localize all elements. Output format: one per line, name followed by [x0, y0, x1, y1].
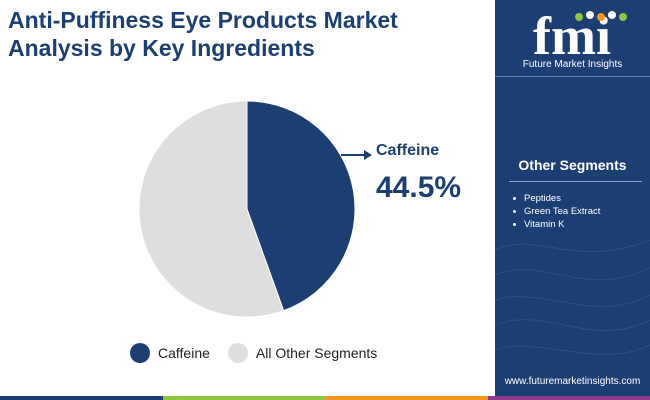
- title-line-1: Anti-Puffiness Eye Products Market: [8, 7, 398, 33]
- bottom-bar-segment: [0, 396, 163, 400]
- callout-arrow: [341, 150, 372, 160]
- pie-slice-caffeine: [246, 100, 356, 312]
- other-segment-item: Vitamin K: [513, 218, 600, 231]
- pie-chart: [138, 100, 372, 318]
- bottom-bar-segment: [162, 396, 325, 400]
- logo-divider: [495, 76, 650, 77]
- callout-value: 44.5%: [376, 171, 462, 204]
- legend-label-all-other-segments: All Other Segments: [255, 345, 378, 361]
- logo-icons: [575, 11, 627, 21]
- legend-swatch-all-other-segments: [227, 343, 248, 363]
- pie-slices: [138, 100, 356, 318]
- other-segment-label: Green Tea Extract: [524, 206, 601, 217]
- legend-label-caffeine: Caffeine: [158, 345, 210, 361]
- legend-item-all-other-segments: All Other Segments: [227, 343, 378, 363]
- other-segment-item: Peptides: [513, 192, 600, 205]
- pie-slice-all-other-segments: [138, 100, 285, 318]
- other-segments-divider: [509, 181, 642, 182]
- other-segments-heading: Other Segments: [518, 157, 627, 173]
- bottom-bar-segment: [325, 396, 488, 400]
- bottom-color-bar: [0, 396, 650, 400]
- bottom-bar-segment: [487, 396, 650, 400]
- legend-item-caffeine: Caffeine: [130, 343, 210, 363]
- title-line-2: Analysis by Key Ingredients: [8, 35, 315, 61]
- background-wave-pattern: [495, 239, 650, 355]
- legend: Caffeine All Other Segments: [130, 343, 395, 363]
- website-url[interactable]: www.futuremarketinsights.com: [504, 376, 641, 387]
- other-segment-item: Green Tea Extract: [513, 205, 600, 218]
- fmi-logo: fmi Future Market Insights: [515, 8, 630, 70]
- chart-title: Anti-Puffiness Eye Products Market Analy…: [8, 6, 488, 62]
- logo-text: Future Market Insights: [522, 59, 623, 70]
- other-segments-list: Peptides Green Tea Extract Vitamin K: [513, 192, 600, 231]
- fmi-logo-mark: fmi: [533, 8, 627, 58]
- other-segment-label: Vitamin K: [524, 219, 565, 230]
- bullet-icon: [513, 222, 516, 226]
- bullet-icon: [513, 209, 516, 213]
- bullet-icon: [513, 196, 516, 200]
- callout-label: Caffeine: [376, 142, 440, 159]
- other-segment-label: Peptides: [524, 193, 561, 204]
- legend-swatch-caffeine: [130, 343, 150, 363]
- side-panel: fmi Future Market Insights Other Segment…: [495, 0, 650, 400]
